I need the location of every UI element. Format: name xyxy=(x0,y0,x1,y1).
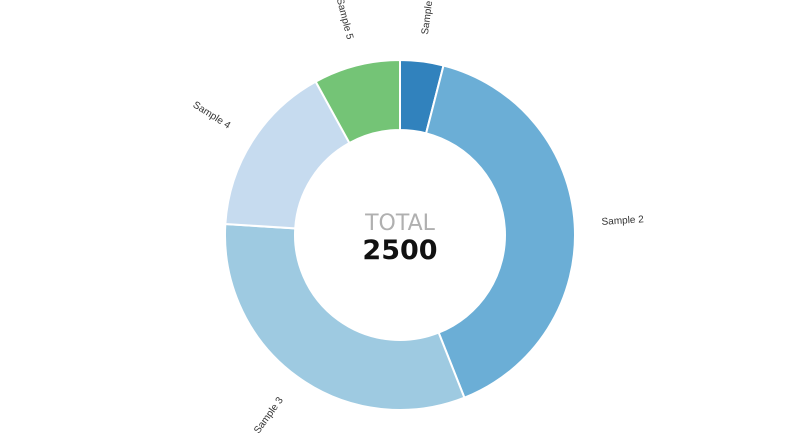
slice-sample-2[interactable] xyxy=(424,64,576,400)
slice-label-sample-4: Sample 4 xyxy=(191,100,233,132)
center-title: TOTAL xyxy=(364,211,436,236)
slice-label-sample-2: Sample 2 xyxy=(601,214,644,228)
slices-layer xyxy=(224,58,576,411)
slice-label-sample-3: Sample 3 xyxy=(252,395,286,436)
slice-sample-5[interactable] xyxy=(314,58,401,145)
center-total-value: 2500 xyxy=(362,235,437,266)
slice-label-sample-5: Sample 5 xyxy=(334,0,355,41)
slice-label-sample-1: Sample 1 xyxy=(420,0,436,35)
slice-sample-3[interactable] xyxy=(224,222,466,411)
